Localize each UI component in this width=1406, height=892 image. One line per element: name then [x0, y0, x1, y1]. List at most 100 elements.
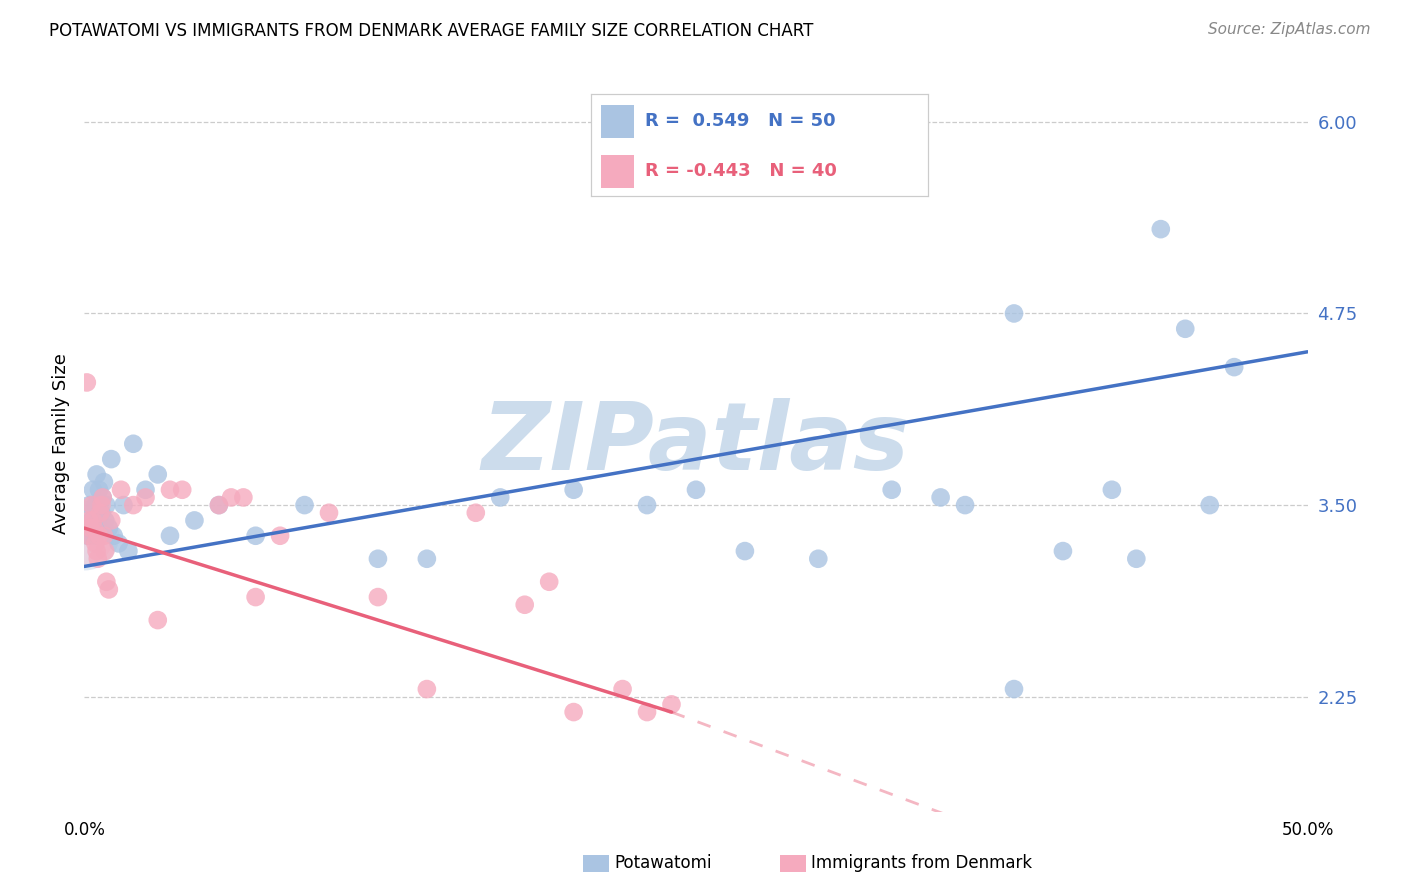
- Point: [135, 491, 157, 505]
- Point: [77, 529, 100, 543]
- Text: R = -0.443   N = 40: R = -0.443 N = 40: [644, 161, 837, 179]
- Text: Source: ZipAtlas.com: Source: ZipAtlas.com: [1208, 22, 1371, 37]
- Text: R =  0.549   N = 50: R = 0.549 N = 50: [644, 112, 835, 130]
- Point: [232, 491, 254, 505]
- Point: [318, 506, 340, 520]
- Point: [87, 551, 110, 566]
- Text: Potawatomi: Potawatomi: [614, 855, 711, 872]
- Point: [94, 544, 117, 558]
- Text: POTAWATOMI VS IMMIGRANTS FROM DENMARK AVERAGE FAMILY SIZE CORRELATION CHART: POTAWATOMI VS IMMIGRANTS FROM DENMARK AV…: [49, 22, 814, 40]
- Point: [159, 529, 181, 543]
- Point: [107, 536, 129, 550]
- Point: [208, 498, 231, 512]
- Point: [87, 483, 110, 497]
- Point: [73, 529, 96, 543]
- Point: [77, 513, 100, 527]
- Y-axis label: Average Family Size: Average Family Size: [52, 353, 70, 534]
- Point: [294, 498, 316, 512]
- Point: [90, 506, 112, 520]
- Point: [135, 483, 157, 497]
- Point: [73, 529, 96, 543]
- Point: [93, 529, 115, 543]
- Point: [122, 436, 145, 450]
- Point: [76, 376, 98, 390]
- Point: [87, 529, 110, 543]
- Point: [83, 521, 105, 535]
- Point: [1223, 360, 1246, 375]
- Point: [1002, 306, 1025, 320]
- Point: [416, 551, 439, 566]
- Text: Immigrants from Denmark: Immigrants from Denmark: [811, 855, 1032, 872]
- Point: [1101, 483, 1123, 497]
- Point: [100, 452, 122, 467]
- Point: [89, 521, 111, 535]
- Point: [269, 529, 291, 543]
- Point: [83, 529, 105, 543]
- Bar: [600, 155, 634, 188]
- Point: [416, 681, 439, 696]
- Point: [734, 544, 756, 558]
- Point: [79, 521, 101, 535]
- Point: [117, 544, 139, 558]
- Point: [1150, 222, 1173, 236]
- Point: [367, 590, 389, 604]
- Point: [1125, 551, 1147, 566]
- Point: [685, 483, 707, 497]
- Point: [122, 498, 145, 512]
- Point: [183, 513, 205, 527]
- Point: [562, 705, 585, 719]
- Point: [86, 467, 108, 482]
- Point: [82, 513, 104, 527]
- Point: [245, 529, 267, 543]
- Point: [489, 491, 512, 505]
- Point: [464, 506, 486, 520]
- Point: [538, 574, 561, 589]
- Point: [367, 551, 389, 566]
- Point: [84, 498, 107, 512]
- Point: [90, 498, 112, 512]
- Point: [1052, 544, 1074, 558]
- Point: [1002, 681, 1025, 696]
- Point: [636, 705, 658, 719]
- Point: [96, 574, 118, 589]
- Text: ZIPatlas: ZIPatlas: [482, 398, 910, 490]
- Point: [94, 513, 117, 527]
- Point: [89, 506, 111, 520]
- Point: [562, 483, 585, 497]
- Point: [77, 529, 100, 543]
- Point: [82, 483, 104, 497]
- Point: [208, 498, 231, 512]
- Point: [103, 529, 125, 543]
- Point: [661, 698, 683, 712]
- Point: [86, 544, 108, 558]
- Point: [84, 536, 107, 550]
- Point: [79, 521, 101, 535]
- Point: [100, 513, 122, 527]
- Point: [91, 491, 114, 505]
- Point: [636, 498, 658, 512]
- Point: [87, 513, 110, 527]
- Point: [1174, 322, 1197, 336]
- Point: [97, 582, 120, 597]
- Bar: [600, 105, 634, 137]
- Point: [245, 590, 267, 604]
- Point: [112, 498, 135, 512]
- Point: [929, 491, 952, 505]
- Point: [91, 491, 114, 505]
- Point: [172, 483, 194, 497]
- Point: [513, 598, 536, 612]
- Point: [97, 521, 120, 535]
- Point: [612, 681, 634, 696]
- Point: [880, 483, 903, 497]
- Point: [953, 498, 976, 512]
- Point: [146, 613, 169, 627]
- Point: [146, 467, 169, 482]
- Point: [77, 498, 100, 512]
- Point: [110, 483, 132, 497]
- Point: [159, 483, 181, 497]
- Point: [93, 475, 115, 489]
- Point: [1198, 498, 1220, 512]
- Point: [96, 498, 118, 512]
- Point: [219, 491, 242, 505]
- Point: [807, 551, 830, 566]
